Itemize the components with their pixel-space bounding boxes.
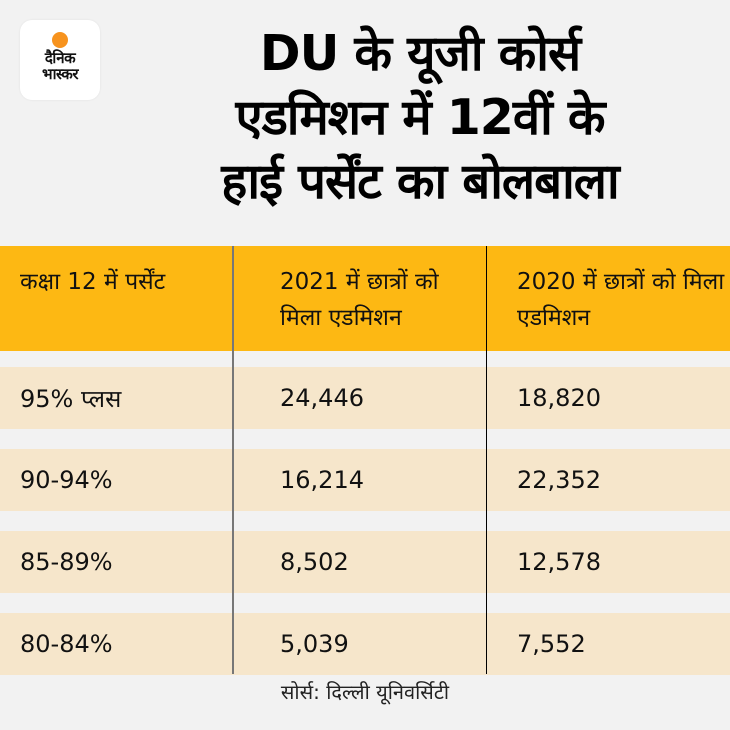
cell-2020: 22,352 [517,466,601,494]
cell-percent: 95% प्लस [20,384,122,413]
headline: DU के यूजी कोर्स एडमिशन में 12वीं के हाई… [120,22,720,214]
cell-2021: 8,502 [280,548,349,576]
column-divider [486,246,487,674]
sun-dot-icon [52,32,68,48]
cell-percent: 80-84% [20,630,113,658]
cell-percent: 90-94% [20,466,113,494]
cell-2021: 5,039 [280,630,349,658]
logo-text: दैनिक भास्कर [42,50,78,82]
admission-table: कक्षा 12 में पर्सेंट 2021 में छात्रों को… [0,246,730,695]
source-note: सोर्स: दिल्ली यूनिवर्सिटी [280,680,450,704]
column-divider [232,246,234,674]
cell-2021: 16,214 [280,466,364,494]
cell-2021: 24,446 [280,384,364,412]
header-2021: 2021 में छात्रों को मिला एडमिशन [280,269,439,331]
table-row: 95% प्लस 24,446 18,820 [0,367,730,429]
logo-line-1: दैनिक [44,49,76,67]
table-row: 80-84% 5,039 7,552 [0,613,730,675]
cell-2020: 12,578 [517,548,601,576]
header-percent: कक्षा 12 में पर्सेंट [20,269,166,295]
header-2020: 2020 में छात्रों को मिला एडमिशन [517,269,725,331]
cell-2020: 18,820 [517,384,601,412]
table-row: 85-89% 8,502 12,578 [0,531,730,593]
cell-2020: 7,552 [517,630,586,658]
dainik-bhaskar-logo: दैनिक भास्कर [20,20,100,100]
table-row: 90-94% 16,214 22,352 [0,449,730,511]
headline-line-3: हाई पर्सेंट का बोलबाला [221,153,619,210]
headline-line-1: DU के यूजी कोर्स [259,25,581,82]
headline-line-2: एडमिशन में 12वीं के [235,89,605,146]
logo-line-2: भास्कर [42,65,78,83]
table-header: कक्षा 12 में पर्सेंट 2021 में छात्रों को… [0,246,730,351]
cell-percent: 85-89% [20,548,113,576]
